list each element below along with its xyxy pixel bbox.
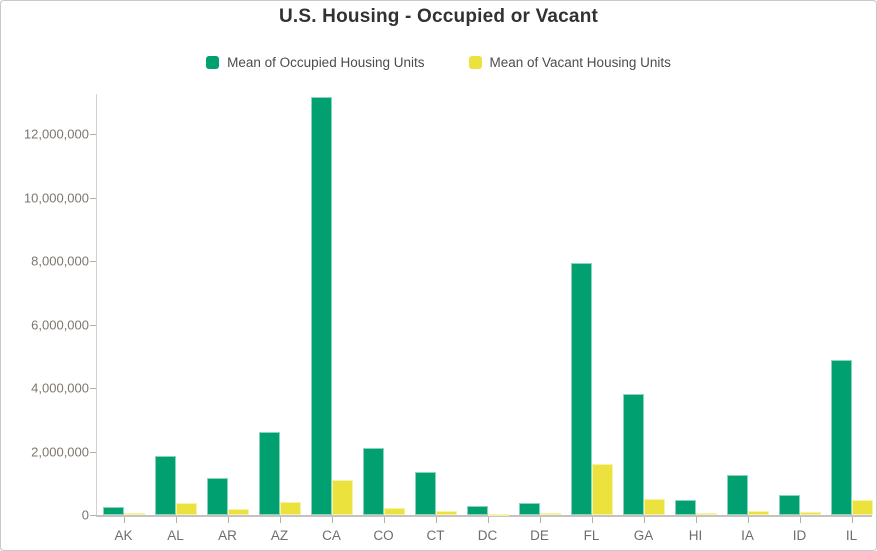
x-axis-tick-mark xyxy=(435,517,437,523)
legend-label-vacant: Mean of Vacant Housing Units xyxy=(489,55,671,70)
bar-occupied-CT[interactable] xyxy=(414,471,436,515)
bar-vacant-CO[interactable] xyxy=(383,507,405,515)
x-axis-tick-mark xyxy=(695,517,697,523)
bar-vacant-IL[interactable] xyxy=(851,499,873,515)
bar-occupied-IA[interactable] xyxy=(726,474,748,515)
bar-occupied-DE[interactable] xyxy=(518,503,540,515)
bar-occupied-HI[interactable] xyxy=(674,500,696,515)
y-axis-tick-mark xyxy=(90,451,96,453)
x-axis-tick-mark xyxy=(123,517,125,523)
x-axis-tick-mark xyxy=(643,517,645,523)
x-axis-category-label: AZ xyxy=(270,528,289,543)
legend-item-occupied[interactable]: Mean of Occupied Housing Units xyxy=(206,55,425,70)
y-axis-line xyxy=(96,94,97,515)
y-axis-tick-mark xyxy=(90,324,96,326)
occupied-series-swatch xyxy=(206,56,220,69)
x-axis-category-label: AK xyxy=(114,528,133,543)
bar-occupied-CA[interactable] xyxy=(310,97,332,515)
bar-occupied-IL[interactable] xyxy=(830,360,852,515)
x-axis-category-label: CA xyxy=(322,528,341,543)
x-axis-tick-mark xyxy=(851,517,853,523)
bar-vacant-AZ[interactable] xyxy=(279,502,301,515)
x-axis-tick-mark xyxy=(591,517,593,523)
bar-occupied-FL[interactable] xyxy=(570,262,592,515)
x-axis-tick-mark xyxy=(331,517,333,523)
bar-occupied-ID[interactable] xyxy=(778,494,800,515)
y-axis-tick-mark xyxy=(90,515,96,516)
legend-label-occupied: Mean of Occupied Housing Units xyxy=(227,55,425,70)
y-axis-tick-label: 12,000,000 xyxy=(23,126,89,142)
x-axis-category-label: DC xyxy=(477,528,498,543)
bar-vacant-GA[interactable] xyxy=(643,499,665,515)
x-axis-line xyxy=(96,515,872,517)
bar-vacant-AL[interactable] xyxy=(175,502,197,515)
x-axis-tick-mark xyxy=(799,517,801,523)
bar-vacant-ID[interactable] xyxy=(799,512,821,515)
bar-occupied-AL[interactable] xyxy=(154,456,176,515)
vacant-series-swatch xyxy=(468,56,482,69)
y-axis-tick-label: 0 xyxy=(81,507,89,523)
x-axis-category-label: GA xyxy=(633,528,654,543)
bar-vacant-HI[interactable] xyxy=(695,512,717,515)
y-axis-tick-label: 6,000,000 xyxy=(31,317,89,332)
x-axis-tick-mark xyxy=(227,517,229,523)
x-axis-category-label: CT xyxy=(426,528,445,543)
bar-occupied-CO[interactable] xyxy=(362,448,384,515)
bar-vacant-DE[interactable] xyxy=(539,513,561,516)
x-axis-tick-mark xyxy=(539,517,541,523)
bar-vacant-DC[interactable] xyxy=(487,513,509,516)
legend-item-vacant[interactable]: Mean of Vacant Housing Units xyxy=(468,55,671,70)
x-axis-category-label: FL xyxy=(583,528,600,543)
x-axis-category-label: DE xyxy=(530,528,549,543)
x-axis-category-label: HI xyxy=(688,528,703,543)
bar-vacant-IA[interactable] xyxy=(747,510,769,515)
x-axis-category-label: IL xyxy=(845,528,858,543)
bar-occupied-AK[interactable] xyxy=(102,507,124,515)
x-axis-tick-mark xyxy=(487,517,489,523)
x-axis-category-label: CO xyxy=(373,528,394,543)
bar-vacant-CA[interactable] xyxy=(331,480,353,515)
y-axis-tick-mark xyxy=(90,261,96,262)
legend: Mean of Occupied Housing Units Mean of V… xyxy=(1,55,876,70)
y-axis-tick-label: 8,000,000 xyxy=(31,253,89,269)
chart-title: U.S. Housing - Occupied or Vacant xyxy=(278,6,599,27)
x-axis-category-label: AL xyxy=(167,528,184,543)
y-axis-tick-mark xyxy=(90,197,96,199)
bar-occupied-GA[interactable] xyxy=(622,393,644,515)
y-axis-tick-label: 4,000,000 xyxy=(31,380,89,396)
x-axis-tick-mark xyxy=(279,517,281,523)
x-axis-category-label: ID xyxy=(792,528,807,543)
bar-vacant-CT[interactable] xyxy=(435,511,457,515)
x-axis-category-label: AR xyxy=(218,528,237,543)
y-axis-tick-label: 10,000,000 xyxy=(23,190,89,205)
x-axis-category-label: IA xyxy=(741,528,754,543)
x-axis-tick-mark xyxy=(383,517,385,523)
bar-occupied-AZ[interactable] xyxy=(258,431,280,515)
bar-vacant-AR[interactable] xyxy=(227,508,249,515)
bar-vacant-FL[interactable] xyxy=(591,463,613,515)
bar-vacant-AK[interactable] xyxy=(123,513,145,516)
bar-occupied-AR[interactable] xyxy=(206,478,228,515)
bar-occupied-DC[interactable] xyxy=(466,506,488,515)
x-axis-tick-mark xyxy=(175,517,177,523)
y-axis-tick-mark xyxy=(90,134,96,135)
y-axis-tick-label: 2,000,000 xyxy=(31,444,89,459)
x-axis-tick-mark xyxy=(747,517,749,523)
y-axis-tick-mark xyxy=(90,388,96,389)
